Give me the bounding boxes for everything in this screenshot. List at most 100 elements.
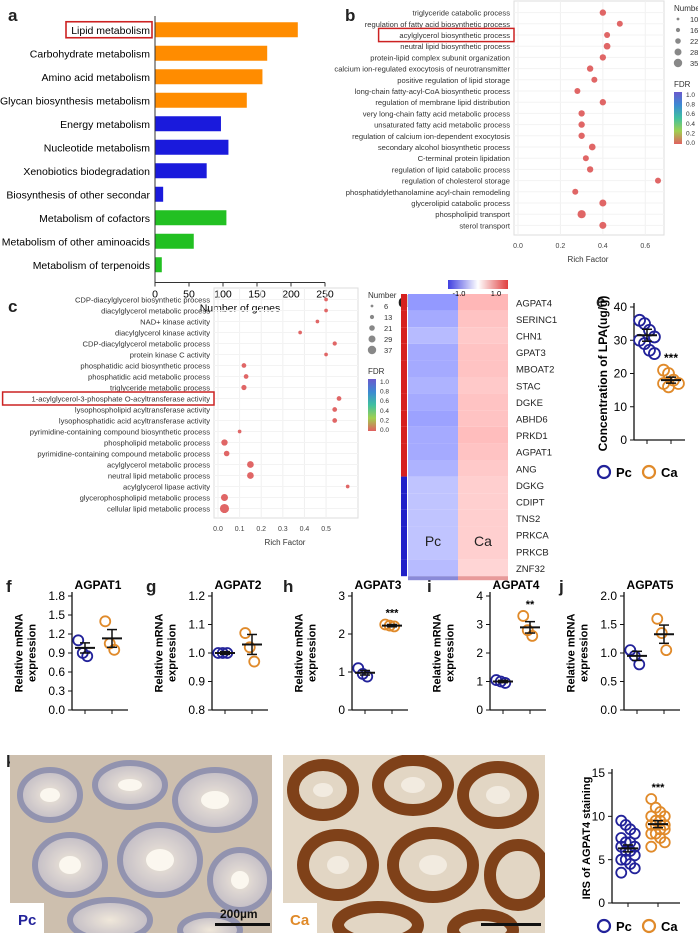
- panel-letter-g: g: [146, 577, 157, 596]
- dot-c-17: [345, 484, 350, 489]
- size-legend-dot-b-3: [674, 48, 682, 56]
- point-j-0-2: [633, 658, 646, 671]
- term-label-b-17: glycerolipid catabolic process: [411, 199, 510, 208]
- color-legend-label-b-0: 1.0: [686, 92, 695, 99]
- heat-cell-13-0: [408, 509, 458, 527]
- ylabel-i: Relative mRNAexpression: [432, 614, 457, 693]
- bar-8: [155, 210, 227, 226]
- ylabel-j: Relative mRNAexpression: [566, 614, 591, 693]
- ihc-image-pc-drawing: Pc 200µm: [10, 755, 272, 933]
- heat-row-label-15: PRKCB: [516, 547, 549, 558]
- point-e-1-5: [662, 380, 675, 394]
- heat-col-label-0: Pc: [425, 533, 441, 549]
- term-label-b-16: phosphatidylethanolamine acyl-chain remo…: [346, 188, 510, 197]
- heat-cell-4-0: [408, 360, 458, 377]
- ytick-label-g-4: 1.2: [188, 589, 205, 603]
- legend-pc-label-k: Pc: [616, 919, 632, 934]
- dot-c-14: [223, 450, 230, 457]
- row-group-bar-15: [401, 543, 407, 560]
- panel-letter-b: b: [345, 6, 356, 25]
- heat-cell-3-1: [458, 343, 508, 361]
- color-legend-title-b: FDR: [674, 80, 691, 89]
- dot-b-11: [578, 132, 585, 139]
- ytick-label-f-3: 0.9: [48, 646, 65, 660]
- legend-ca-marker-e: [641, 464, 657, 480]
- size-legend-dot-b-0: [676, 17, 680, 21]
- size-legend-label-c-1: 13: [384, 313, 392, 322]
- panel-letter-i: i: [427, 577, 432, 596]
- tick-label-c-1: 0.1: [235, 526, 245, 533]
- dot-c-16: [247, 472, 254, 479]
- size-legend-dot-b-1: [675, 27, 681, 33]
- heat-cell-3-0: [408, 343, 458, 361]
- point-g-1-2: [248, 655, 261, 668]
- ihc-image-ca-drawing: Ca: [283, 755, 545, 933]
- term-label-c-14: pyrimidine-containing compound metabolic…: [37, 450, 210, 459]
- heat-cell-0-1: [458, 294, 508, 311]
- dot-b-13: [582, 155, 589, 162]
- dot-c-5: [324, 352, 328, 357]
- heat-cell-2-1: [458, 327, 508, 344]
- row-group-bar-9: [401, 443, 407, 460]
- highlight-box-a: [65, 20, 153, 39]
- tick-label-c-2: 0.2: [256, 526, 266, 533]
- ytick-label-g-2: 1.0: [188, 646, 205, 660]
- tick-label-c-5: 0.5: [321, 526, 331, 533]
- dot-c-0: [324, 297, 328, 302]
- dot-c-4: [332, 341, 337, 346]
- scale-bar-ca: [481, 923, 541, 926]
- dot-b-12: [588, 143, 596, 151]
- point-k-0-16: [615, 866, 628, 879]
- heat-cell-8-0: [408, 426, 458, 444]
- heat-cell-6-0: [408, 393, 458, 411]
- panel-letter-h: h: [283, 577, 294, 596]
- dot-b-6: [591, 76, 598, 83]
- tick-label-a-1: 50: [183, 289, 195, 301]
- size-legend-label-c-4: 37: [384, 346, 392, 355]
- row-group-bar-10: [401, 460, 407, 477]
- heat-row-label-10: ANG: [516, 464, 537, 475]
- dot-b-15: [655, 177, 661, 184]
- dot-b-8: [599, 99, 607, 106]
- ylabel-line1-j: Relative mRNA: [566, 614, 578, 693]
- ytick-label-i-2: 2: [476, 646, 483, 660]
- bar-label-0: Lipid metabolism: [71, 25, 150, 37]
- color-legend-label-c-2: 0.6: [380, 398, 389, 405]
- heat-cell-12-1: [458, 493, 508, 510]
- point-i-1-2: [526, 630, 539, 642]
- term-label-b-1: regulation of fatty acid biosynthetic pr…: [365, 20, 510, 29]
- tick-label-b-3: 0.6: [640, 243, 650, 250]
- size-legend-dot-b-4: [673, 58, 683, 68]
- bar-label-1: Carbohydrate metabolism: [30, 48, 150, 60]
- ytick-label-k-1: 5: [598, 853, 605, 867]
- row-group-bar-1: [401, 310, 407, 328]
- dot-c-3: [298, 330, 302, 335]
- col-group-bar-0: [408, 576, 458, 581]
- ytick-label-j-4: 2.0: [600, 589, 617, 603]
- heat-row-label-9: AGPAT1: [516, 448, 552, 459]
- heat-row-label-11: DGKG: [516, 481, 544, 492]
- ylabel-line1-i: Relative mRNA: [432, 614, 444, 693]
- dot-c-10: [332, 407, 338, 412]
- bar-9: [155, 233, 194, 249]
- term-label-c-0: CDP-diacylglycerol biosynthetic process: [75, 296, 210, 305]
- dot-c-18: [220, 493, 229, 502]
- dot-b-19: [599, 221, 607, 229]
- term-label-c-2: NAD+ kinase activity: [140, 318, 210, 327]
- ytick-label-j-3: 1.5: [600, 618, 617, 632]
- point-j-1-1: [655, 627, 668, 639]
- ylabel-e: Concentration of LPA(ug/g): [596, 296, 610, 452]
- term-label-b-3: neutral lipid biosynthetic process: [400, 42, 510, 51]
- size-legend-label-c-2: 21: [384, 324, 392, 333]
- color-legend-bar-c: [368, 379, 376, 431]
- point-g-1-0: [239, 627, 252, 639]
- color-legend-title-c: FDR: [368, 367, 385, 376]
- ylabel-g: Relative mRNAexpression: [154, 614, 179, 693]
- tick-label-c-0: 0.0: [213, 526, 223, 533]
- heat-scale-max: 1.0: [491, 289, 501, 298]
- heat-cell-8-1: [458, 426, 508, 444]
- xlabel-c: Rich Factor: [265, 538, 306, 547]
- dot-b-5: [586, 65, 594, 72]
- term-label-c-17: acylglycerol lipase activity: [123, 483, 210, 492]
- row-group-bar-4: [401, 360, 407, 377]
